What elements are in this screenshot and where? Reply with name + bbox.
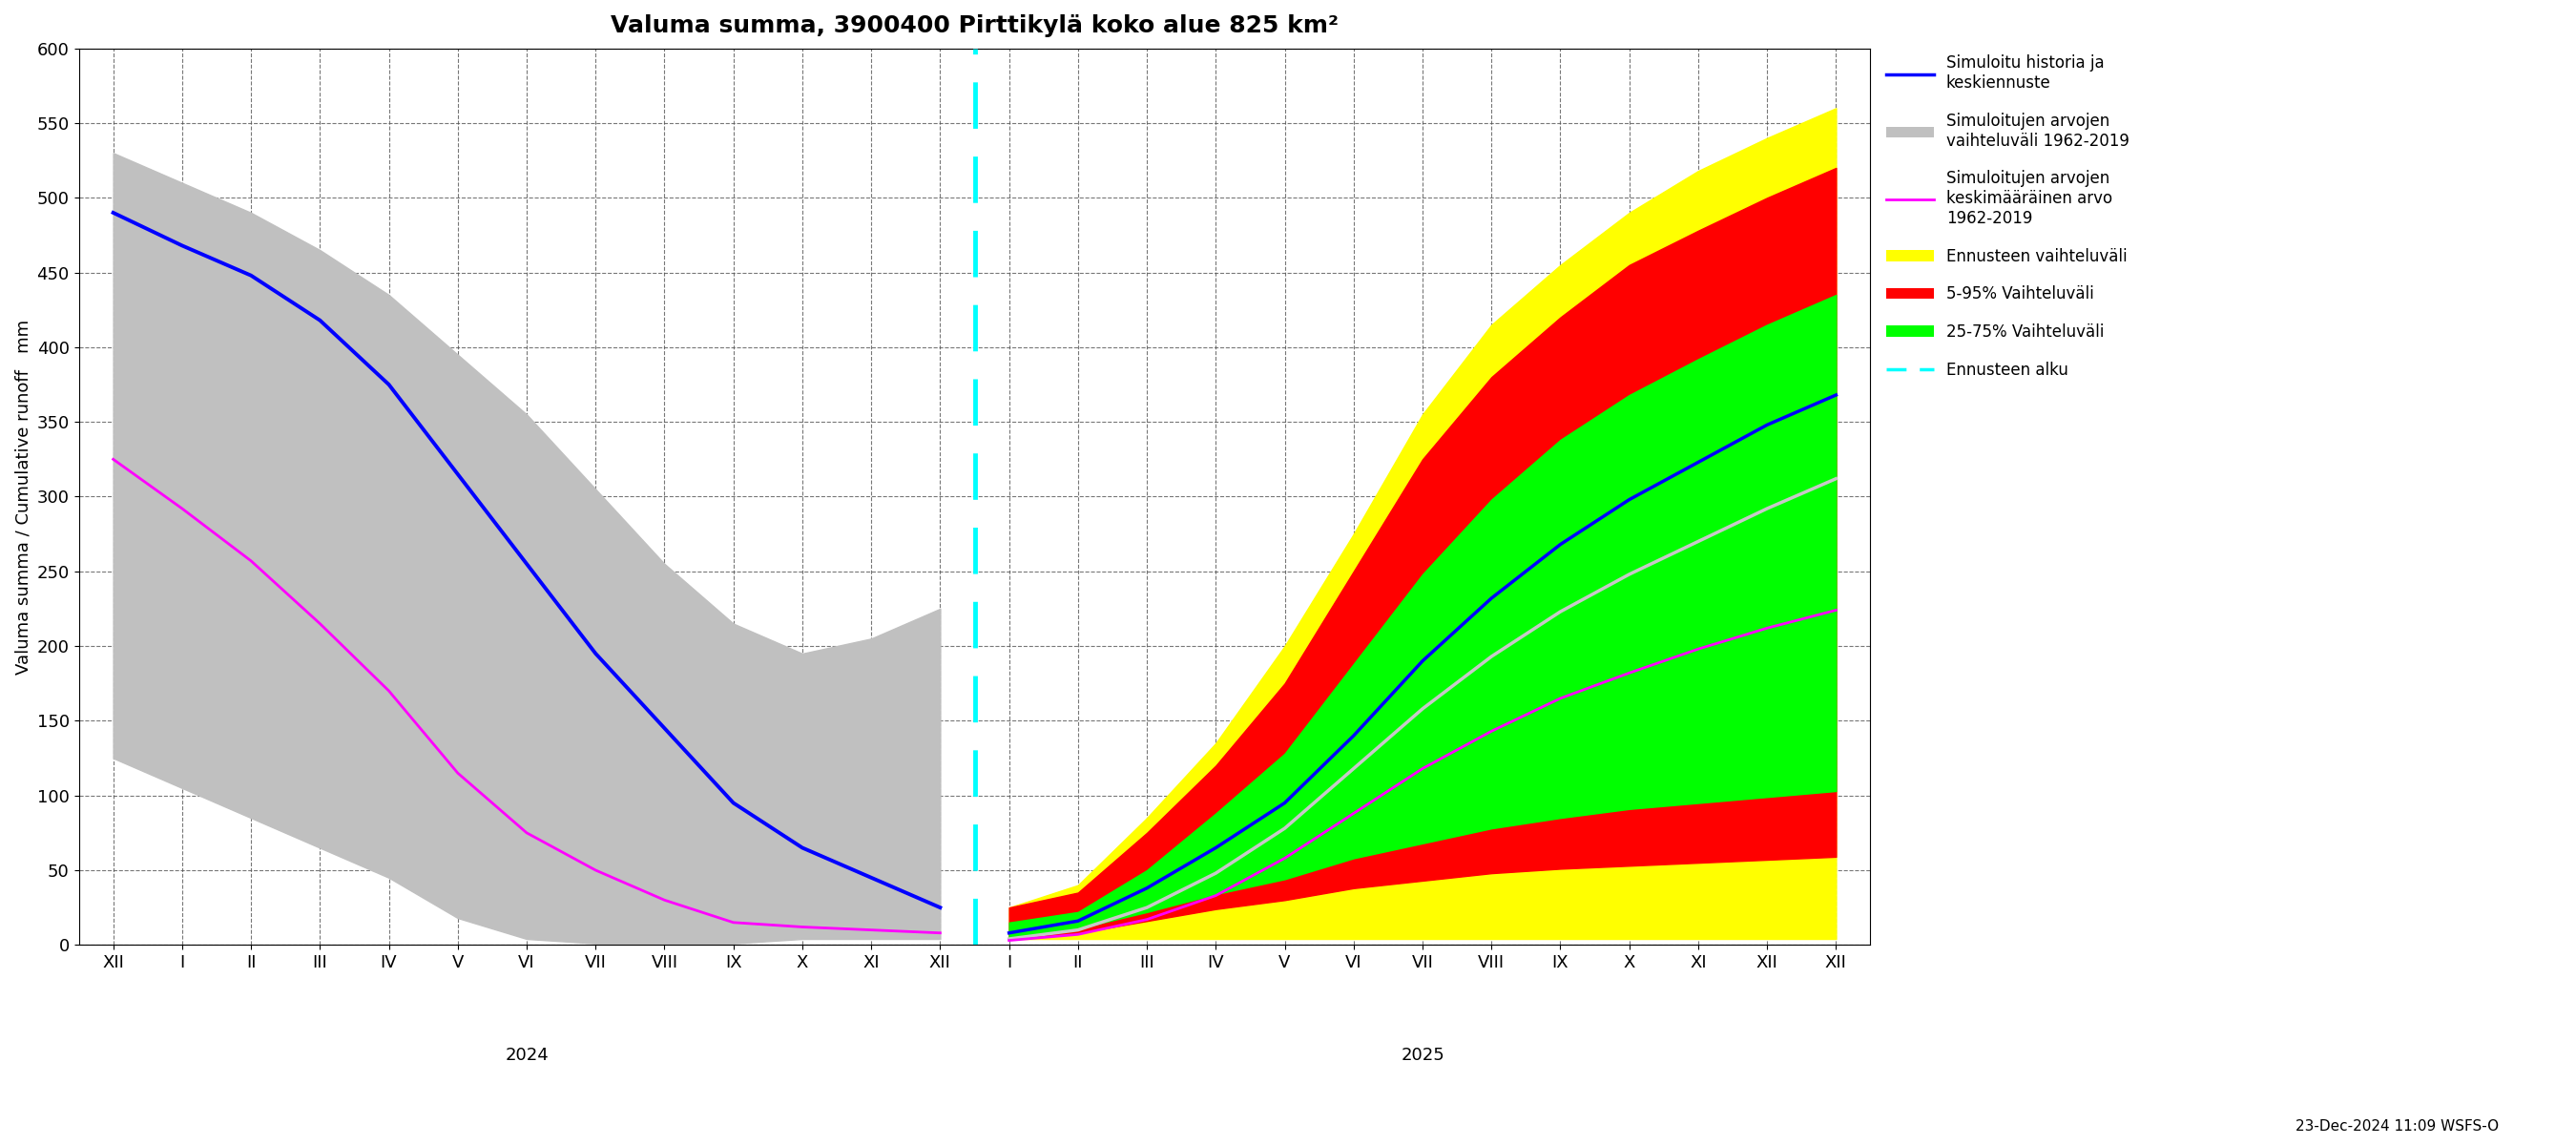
Title: Valuma summa, 3900400 Pirttikylä koko alue 825 km²: Valuma summa, 3900400 Pirttikylä koko al…	[611, 14, 1340, 37]
Text: 2024: 2024	[505, 1047, 549, 1064]
Text: 2025: 2025	[1401, 1047, 1445, 1064]
Y-axis label: Valuma summa / Cumulative runoff   mm: Valuma summa / Cumulative runoff mm	[15, 319, 31, 674]
Legend: Simuloitu historia ja
keskiennuste, Simuloitujen arvojen
vaihteluväli 1962-2019,: Simuloitu historia ja keskiennuste, Simu…	[1880, 48, 2136, 385]
Text: 23-Dec-2024 11:09 WSFS-O: 23-Dec-2024 11:09 WSFS-O	[2295, 1120, 2499, 1134]
